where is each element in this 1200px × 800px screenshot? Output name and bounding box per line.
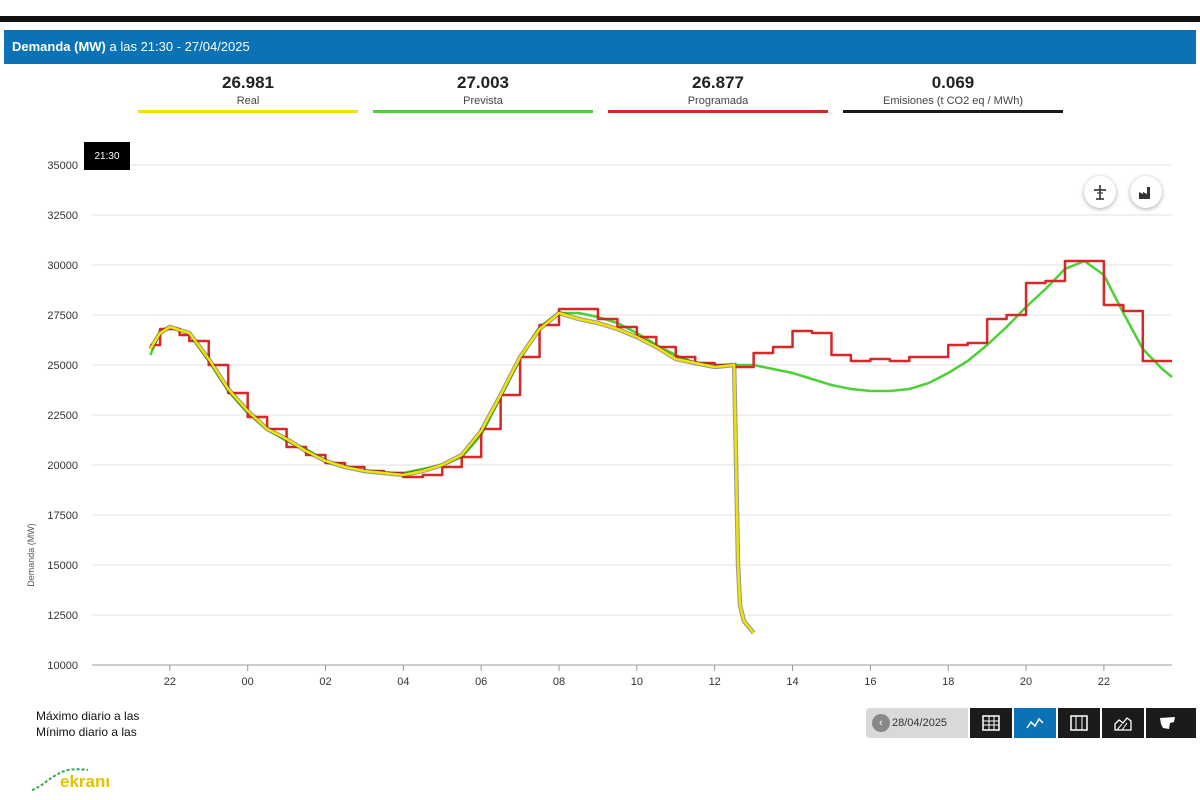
x-tick-label: 20	[1020, 676, 1032, 688]
legend-value: 26.981	[222, 73, 274, 92]
factory-icon[interactable]	[1130, 176, 1162, 208]
chart-header: Demanda (MW) a las 21:30 - 27/04/2025	[4, 30, 1196, 64]
top-strip	[0, 0, 1200, 24]
x-tick-label: 18	[942, 676, 954, 688]
y-tick-label: 22500	[47, 410, 78, 422]
header-title-rest: a las 21:30 - 27/04/2025	[105, 39, 250, 54]
legend-swatch	[843, 110, 1063, 113]
legend-item-emisiones[interactable]: 0.069 Emisiones (t CO2 eq / MWh)	[843, 72, 1063, 113]
logo: ekranı	[31, 768, 111, 792]
map-view-button[interactable]	[1146, 708, 1196, 738]
y-tick-label: 32500	[47, 210, 78, 222]
grid-icon	[1070, 715, 1088, 731]
logo-mark-icon	[31, 768, 89, 791]
y-tick-label: 15000	[47, 560, 78, 572]
map-icon	[1160, 717, 1175, 729]
line-chart-icon	[1026, 717, 1044, 729]
legend-value: 0.069	[931, 73, 975, 92]
bottom-toolbar: ‹ 28/04/2025	[866, 708, 1196, 738]
tooltip-time-text: 21:30	[94, 151, 119, 162]
x-tick-label: 14	[786, 676, 798, 688]
legend-swatch	[373, 110, 593, 113]
daily-min-label: Mínimo diario a las	[36, 725, 137, 739]
x-tick-label: 10	[631, 676, 643, 688]
daily-max-label: Máximo diario a las	[36, 709, 140, 723]
date-value: 28/04/2025	[892, 717, 948, 729]
legend-label: Prevista	[463, 95, 503, 107]
hatch-chart-icon	[1114, 717, 1132, 731]
x-tick-label: 16	[864, 676, 876, 688]
y-tick-label: 30000	[47, 260, 78, 272]
series-line-real[interactable]	[149, 311, 755, 634]
x-tick-label: 00	[242, 676, 254, 688]
x-tick-label: 08	[553, 676, 565, 688]
y-tick-label: 27500	[47, 310, 78, 322]
bottom-area	[0, 738, 1200, 800]
legend-item-programada[interactable]: 26.877 Programada	[608, 72, 828, 113]
y-tick-label: 17500	[47, 510, 78, 522]
table-view-button[interactable]	[970, 708, 1012, 738]
y-axis-label: Demanda (MW)	[26, 523, 36, 587]
y-tick-label: 12500	[47, 610, 78, 622]
legend-item-prevista[interactable]: 27.003 Prevista	[373, 72, 593, 113]
legend-swatch	[608, 110, 828, 113]
y-tick-label: 35000	[47, 160, 78, 172]
legend-swatch	[138, 110, 358, 113]
series-real-shadow	[148, 310, 756, 635]
tooltip-box	[84, 142, 130, 170]
legend-item-real[interactable]: 26.981 Real	[138, 72, 358, 113]
legend-label: Emisiones (t CO2 eq / MWh)	[883, 95, 1023, 107]
legend-label: Real	[236, 95, 260, 107]
demand-chart[interactable]: 10000 12500 15000 17500 20000 22500 25000 27500…	[0, 140, 1200, 700]
x-tick-label: 02	[319, 676, 331, 688]
x-tick-label: 04	[397, 676, 409, 688]
x-tick-label: 22	[1098, 676, 1110, 688]
chevron-left-icon[interactable]: ‹	[872, 714, 890, 732]
legend-value: 26.877	[692, 73, 744, 92]
legend: 26.981 Real 27.003 Prevista 26.877 Progr…	[0, 72, 1200, 122]
date-selector[interactable]: ‹ 28/04/2025	[866, 708, 968, 738]
x-tick-label: 06	[475, 676, 487, 688]
tooltip-time: 21:30	[84, 142, 130, 170]
line-chart-button[interactable]	[1014, 708, 1056, 738]
legend-value: 27.003	[457, 73, 509, 92]
table-icon	[982, 715, 1000, 731]
series-line-programada[interactable]	[150, 259, 1172, 479]
x-tick-label: 12	[709, 676, 721, 688]
top-black-bar	[0, 16, 1200, 22]
wind-tower-icon[interactable]	[1084, 176, 1116, 208]
y-tick-label: 25000	[47, 360, 78, 372]
x-tick-label: 22	[164, 676, 176, 688]
grid-view-button[interactable]	[1058, 708, 1100, 738]
hatch-chart-button[interactable]	[1102, 708, 1144, 738]
y-tick-label: 10000	[47, 660, 78, 672]
logo-text: ekranı	[60, 772, 111, 791]
y-tick-label: 20000	[47, 460, 78, 472]
series-line-prevista[interactable]	[149, 259, 1173, 475]
legend-label: Programada	[687, 95, 749, 107]
daily-stats: Máximo diario a las Mínimo diario a las	[36, 708, 139, 740]
header-title-bold: Demanda (MW)	[12, 39, 106, 54]
